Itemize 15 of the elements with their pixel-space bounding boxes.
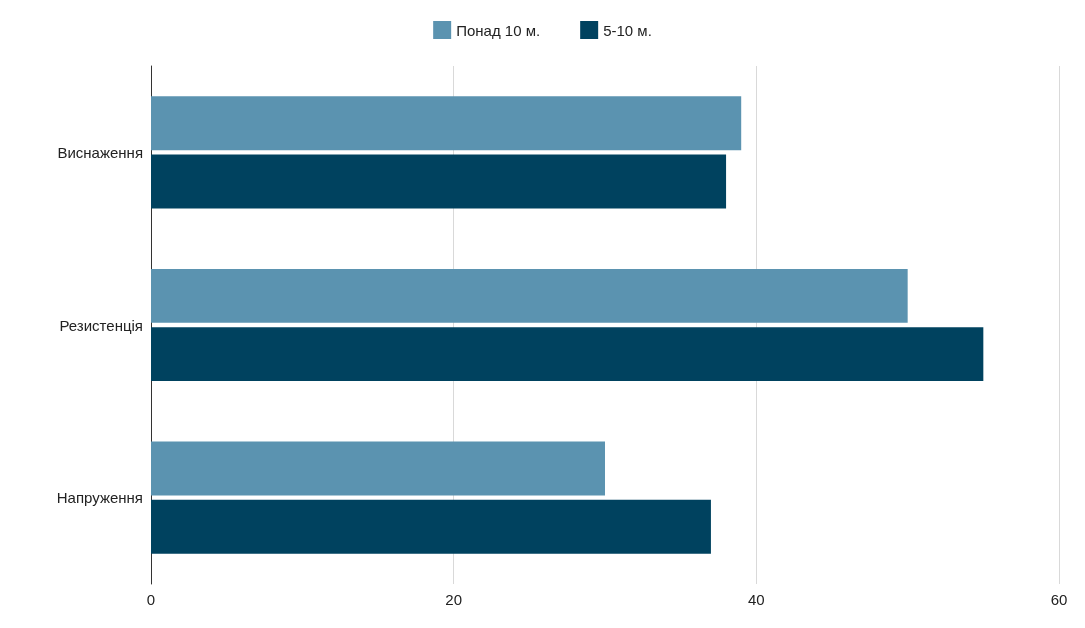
y-tick-label: Виснаження (57, 143, 143, 161)
bar (151, 154, 727, 209)
bar (151, 96, 742, 151)
y-tick-label: Напруження (56, 489, 143, 507)
x-tick-label: 60 (1050, 591, 1068, 608)
bar (151, 268, 908, 323)
x-tick-label: 20 (445, 591, 463, 608)
x-tick-label: 0 (146, 591, 156, 608)
bar (151, 441, 605, 496)
x-tick-label: 40 (747, 591, 765, 608)
bar (151, 327, 984, 382)
legend-label: Понад 10 м. (456, 21, 541, 39)
y-tick-label: Резистенція (59, 316, 143, 334)
bar (151, 499, 711, 554)
legend-label: 5-10 м. (603, 21, 652, 39)
